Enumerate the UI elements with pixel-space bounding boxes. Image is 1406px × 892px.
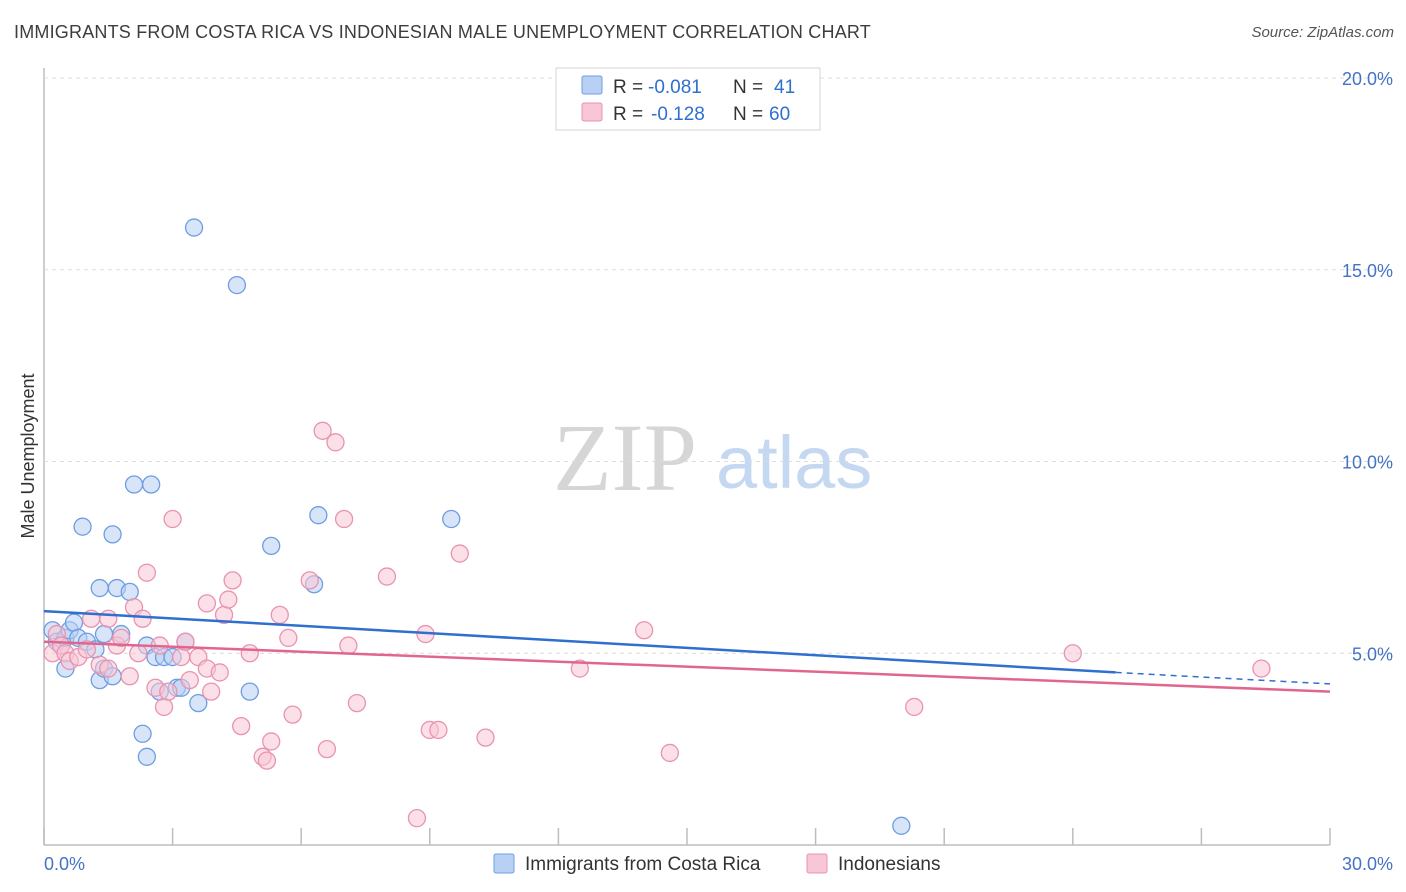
x-axis-ticks xyxy=(43,828,1331,845)
gridlines xyxy=(44,77,1393,654)
pink-point-41 xyxy=(283,705,302,724)
stats-legend-n-value-blue: 41 xyxy=(774,77,795,98)
pink-point-57 xyxy=(634,621,654,640)
blue-point-20 xyxy=(124,475,144,494)
stats-legend-n-label-pink: N = xyxy=(733,104,763,125)
stats-legend-n-value-pink: 60 xyxy=(769,104,790,125)
blue-point-34 xyxy=(262,536,281,556)
source-label: Source: ZipAtlas.com xyxy=(1251,24,1394,41)
blue-point-38 xyxy=(184,218,204,237)
pink-point-33 xyxy=(223,571,242,590)
pink-point-35 xyxy=(240,644,259,663)
pink-point-12 xyxy=(112,628,131,648)
trend-lines xyxy=(43,609,1331,693)
pink-point-44 xyxy=(317,739,337,759)
pink-point-34 xyxy=(232,716,251,736)
pink-point-28 xyxy=(197,594,217,613)
pink-point-42 xyxy=(300,571,319,590)
pink-point-46 xyxy=(334,509,354,529)
x-tick-label-min: 0.0% xyxy=(44,854,85,874)
y-tick-label-15: 15.0% xyxy=(1342,261,1393,281)
legend-swatch-costa-rica xyxy=(493,853,515,874)
pink-point-16 xyxy=(133,609,152,628)
stats-legend-r-value-pink: -0.128 xyxy=(651,104,705,125)
blue-point-39 xyxy=(227,275,247,295)
blue-point-19 xyxy=(103,525,122,544)
blue-point-6 xyxy=(64,613,84,632)
pink-point-32 xyxy=(219,590,238,609)
y-tick-label-20: 20.0% xyxy=(1342,69,1393,89)
stats-legend-swatch-pink xyxy=(581,102,603,122)
pink-point-61 xyxy=(1252,659,1271,678)
pink-point-47 xyxy=(339,636,358,655)
pink-point-43 xyxy=(313,421,332,440)
pink-point-37 xyxy=(257,751,277,770)
pink-point-9 xyxy=(99,659,118,678)
pink-point-55 xyxy=(476,728,495,747)
legend-swatch-indonesians xyxy=(806,853,828,874)
pink-point-39 xyxy=(270,605,289,625)
pink-point-56 xyxy=(570,659,589,678)
watermark-atlas: atlas xyxy=(716,421,872,504)
pink-point-21 xyxy=(159,682,178,701)
blue-point-40 xyxy=(892,816,911,835)
pink-point-60 xyxy=(1063,644,1082,663)
pink-point-50 xyxy=(407,809,427,828)
y-axis-tick-labels: 5.0% 10.0% 15.0% 20.0% xyxy=(1342,69,1393,664)
stats-legend-swatch-blue xyxy=(581,75,603,95)
stats-legend: R = -0.081 N = 41 R = -0.128 N = 60 xyxy=(555,67,821,131)
legend-label-costa-rica: Immigrants from Costa Rica xyxy=(525,854,761,875)
blue-point-21 xyxy=(142,475,161,494)
watermark-zip: ZIP xyxy=(553,404,697,511)
pink-point-20 xyxy=(154,697,174,717)
pink-point-23 xyxy=(172,647,191,667)
pink-point-53 xyxy=(429,720,448,740)
pink-point-13 xyxy=(120,667,139,686)
stats-legend-r-label-blue: R = xyxy=(613,77,643,98)
pink-point-59 xyxy=(905,697,924,717)
blue-point-33 xyxy=(240,682,259,701)
blue-point-32 xyxy=(137,747,157,766)
blue-point-18 xyxy=(73,517,92,536)
series-legend: Immigrants from Costa Rica Indonesians xyxy=(493,853,940,875)
stats-legend-r-value-blue: -0.081 xyxy=(648,77,702,98)
y-tick-label-5: 5.0% xyxy=(1352,644,1393,664)
blue-point-36 xyxy=(309,506,328,525)
pink-point-48 xyxy=(347,693,367,713)
pink-point-10 xyxy=(99,609,118,628)
pink-point-40 xyxy=(279,628,298,648)
pink-point-38 xyxy=(262,732,281,751)
blue-point-31 xyxy=(133,724,152,743)
y-tick-label-10: 10.0% xyxy=(1342,453,1393,473)
pink-point-6 xyxy=(77,640,97,659)
pink-trend-line xyxy=(43,640,1331,693)
pink-point-17 xyxy=(137,563,157,582)
pink-point-25 xyxy=(180,670,199,690)
stats-legend-n-label-blue: N = xyxy=(733,77,763,98)
blue-trend-line xyxy=(43,609,1116,674)
blue-point-15 xyxy=(90,578,109,598)
pink-point-49 xyxy=(377,567,397,586)
blue-trend-extension xyxy=(1115,671,1331,685)
pink-point-30 xyxy=(210,663,229,682)
pink-point-45 xyxy=(326,433,345,452)
pink-point-58 xyxy=(660,743,680,763)
y-axis-label: Male Unemployment xyxy=(18,373,38,538)
pink-point-22 xyxy=(163,509,182,529)
stats-legend-r-label-pink: R = xyxy=(613,104,643,125)
blue-point-30 xyxy=(189,693,208,713)
pink-point-29 xyxy=(202,682,221,701)
x-tick-label-max: 30.0% xyxy=(1342,854,1393,874)
blue-point-16 xyxy=(120,582,139,602)
blue-point-37 xyxy=(442,509,461,529)
pink-point-15 xyxy=(129,644,148,663)
chart-title: IMMIGRANTS FROM COSTA RICA VS INDONESIAN… xyxy=(14,22,871,42)
pink-point-54 xyxy=(450,544,469,563)
legend-label-indonesians: Indonesians xyxy=(838,854,940,875)
